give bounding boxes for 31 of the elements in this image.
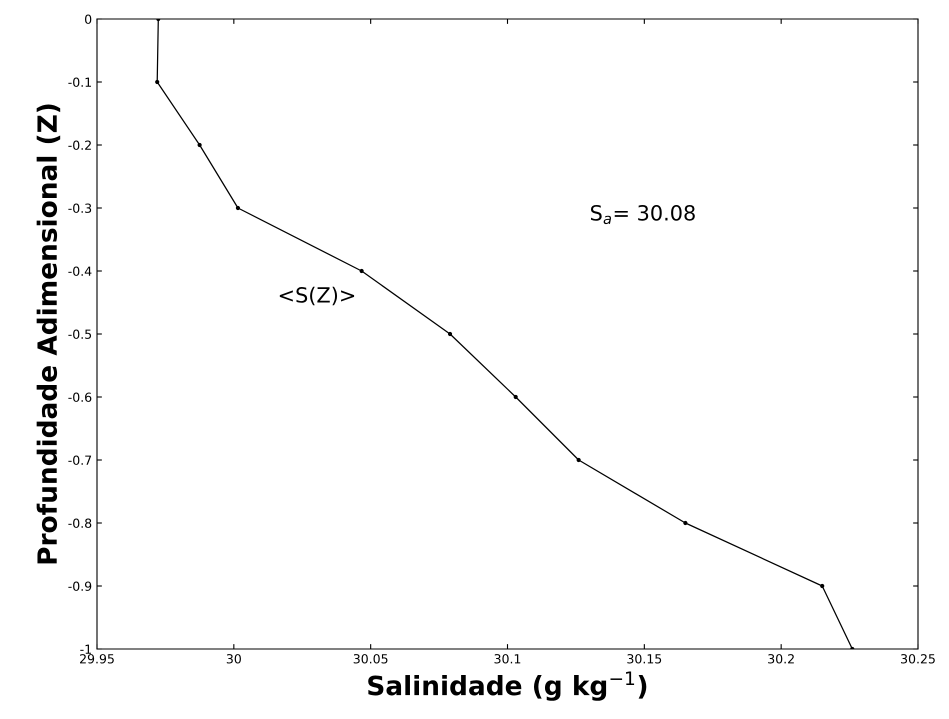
point [514, 394, 518, 400]
point [820, 584, 824, 588]
y-tick-label: -0.4 [68, 266, 92, 276]
point [236, 206, 240, 210]
x-tick-label: 30.2 [768, 654, 794, 664]
y-tick-label: -0.7 [68, 455, 92, 465]
point [360, 268, 364, 274]
x-tick-label: 30.05 [354, 654, 388, 664]
y-axis-title: Profundidade Adimensional (Z) [36, 104, 60, 564]
point [155, 80, 160, 84]
x-tick-label: 30.15 [627, 654, 662, 664]
y-tick-label: -0.1 [68, 77, 91, 87]
x-axis-title: Salinidade (g kg$^{−1}$) [368, 672, 646, 701]
y-tick-label: -0.3 [68, 203, 92, 213]
x-tick-label: 29.95 [80, 654, 114, 664]
point [448, 332, 452, 336]
y-tick-label: 0 [85, 14, 92, 24]
y-tick-label: -0.9 [68, 581, 92, 591]
annotation: <S(Z)> [280, 286, 354, 306]
x-tick-label: 30 [226, 654, 241, 664]
x-tick-label: 30.25 [901, 654, 935, 664]
y-tick-label: -0.2 [68, 140, 91, 150]
y-tick-label: -0.6 [68, 392, 92, 402]
y-tick-label: -1 [80, 644, 91, 654]
y-tick-label: -0.8 [68, 518, 92, 528]
x-tick-label: 30.1 [494, 654, 520, 664]
annotation: S$_{a}$= 30.08 [590, 204, 695, 224]
point [683, 520, 688, 526]
y-tick-label: -0.5 [68, 329, 92, 339]
point [576, 458, 581, 462]
point [198, 142, 202, 148]
